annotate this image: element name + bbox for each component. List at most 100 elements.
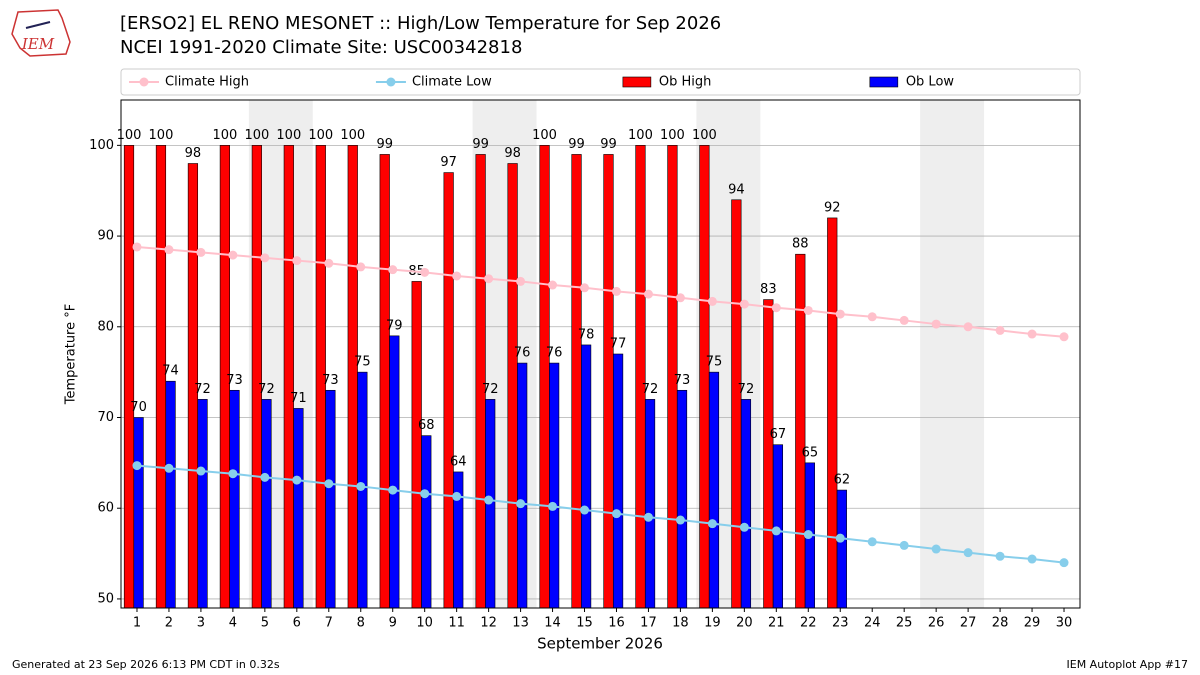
- point: [132, 461, 142, 471]
- data-label: 72: [738, 382, 755, 397]
- x-tick-label: 30: [1056, 616, 1073, 631]
- bar: [325, 389, 336, 609]
- point: [771, 303, 781, 313]
- data-label: 88: [792, 237, 809, 252]
- bar: [539, 145, 550, 609]
- data-label: 100: [212, 128, 237, 143]
- bar: [581, 344, 592, 609]
- x-tick-label: 21: [768, 616, 785, 631]
- point: [132, 242, 142, 252]
- legend-box: [120, 68, 1081, 96]
- point: [324, 479, 334, 489]
- point: [771, 526, 781, 536]
- point: [356, 481, 366, 491]
- legend-label: Ob High: [659, 75, 712, 90]
- point: [835, 309, 845, 319]
- point: [196, 466, 206, 476]
- point: [931, 544, 941, 554]
- logo-icon: [25, 21, 51, 29]
- point: [484, 274, 494, 284]
- data-label: 76: [546, 346, 563, 361]
- bar: [389, 335, 400, 609]
- x-tick-label: 13: [512, 616, 529, 631]
- data-label: 71: [290, 391, 307, 406]
- bar: [517, 362, 528, 609]
- point: [292, 256, 302, 266]
- legend-swatch: [139, 77, 149, 87]
- data-label: 98: [504, 146, 521, 161]
- point: [260, 472, 270, 482]
- x-tick-label: 17: [640, 616, 657, 631]
- point: [835, 533, 845, 543]
- bar: [635, 145, 646, 609]
- x-tick-label: 11: [448, 616, 465, 631]
- data-label: 97: [440, 155, 457, 170]
- bar: [827, 217, 838, 609]
- bar: [644, 399, 656, 609]
- data-label: 100: [692, 128, 717, 143]
- point: [260, 253, 270, 263]
- x-tick-label: 9: [389, 616, 397, 631]
- data-label: 65: [802, 445, 819, 460]
- data-label: 99: [472, 137, 489, 152]
- bar: [165, 380, 176, 609]
- y-tick-label: 70: [97, 410, 114, 425]
- x-tick-label: 5: [261, 616, 269, 631]
- data-label: 75: [706, 355, 723, 370]
- point: [228, 469, 238, 479]
- point: [643, 289, 653, 299]
- data-label: 94: [728, 182, 745, 197]
- data-label: 74: [162, 364, 179, 379]
- bar: [507, 163, 518, 609]
- point: [931, 319, 941, 329]
- x-tick-label: 27: [960, 616, 977, 631]
- bar: [197, 399, 208, 609]
- data-label: 64: [450, 454, 467, 469]
- data-label: 100: [628, 128, 653, 143]
- x-tick-label: 18: [672, 616, 689, 631]
- plot-frame: [120, 99, 1081, 609]
- data-label: 73: [322, 373, 339, 388]
- x-tick-label: 15: [576, 616, 593, 631]
- bar: [123, 145, 135, 609]
- bar: [795, 253, 806, 609]
- point: [548, 280, 558, 290]
- x-tick-label: 29: [1024, 616, 1041, 631]
- weekend-shade: [920, 100, 985, 608]
- bar: [676, 389, 688, 609]
- line: [136, 464, 1065, 564]
- x-tick-label: 4: [229, 616, 237, 631]
- point: [963, 548, 973, 558]
- point: [675, 293, 685, 303]
- x-tick-label: 7: [325, 616, 333, 631]
- point: [196, 247, 206, 257]
- bar: [283, 145, 294, 609]
- data-label: 100: [149, 128, 174, 143]
- logo-outline: [11, 9, 71, 57]
- bar: [731, 199, 742, 609]
- data-label: 98: [185, 146, 202, 161]
- line: [136, 245, 1065, 338]
- bar: [421, 435, 432, 609]
- point: [1027, 329, 1037, 339]
- y-tick-label: 50: [97, 591, 114, 606]
- bar: [251, 145, 262, 609]
- data-label: 72: [258, 382, 275, 397]
- bar: [763, 299, 774, 609]
- legend-label: Climate High: [165, 75, 249, 90]
- x-tick-label: 24: [864, 616, 881, 631]
- point: [643, 512, 653, 522]
- point: [899, 540, 909, 550]
- point: [420, 267, 430, 277]
- data-label: 72: [642, 382, 659, 397]
- point: [388, 485, 398, 495]
- point: [324, 258, 334, 268]
- point: [452, 271, 462, 281]
- point: [452, 491, 462, 501]
- point: [611, 286, 621, 296]
- point: [164, 463, 174, 473]
- data-label: 100: [276, 128, 301, 143]
- point: [580, 283, 590, 293]
- bar: [740, 399, 752, 609]
- footer-left: Generated at 23 Sep 2026 6:13 PM CDT in …: [12, 658, 280, 671]
